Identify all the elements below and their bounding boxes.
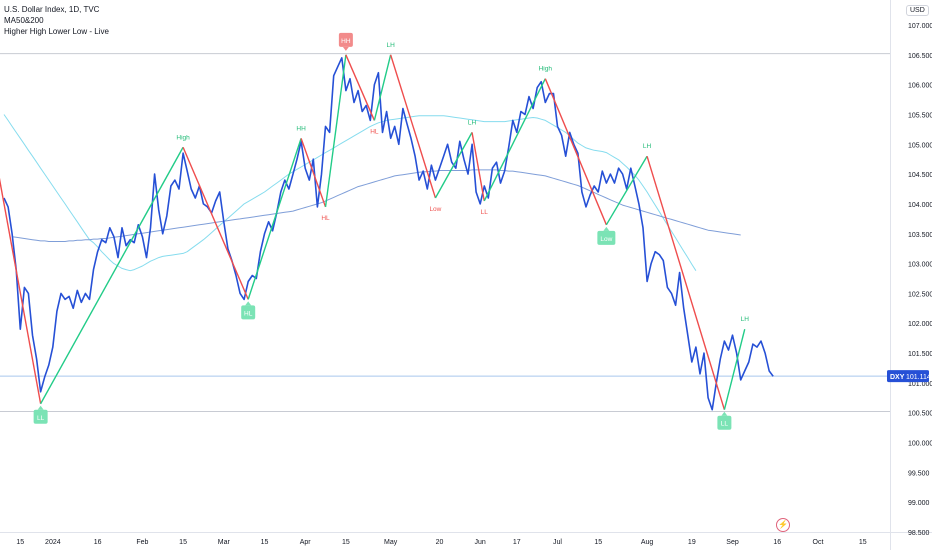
x-tick-label: 16 bbox=[773, 539, 781, 546]
x-tick-label: 19 bbox=[688, 539, 696, 546]
x-tick-label: 16 bbox=[94, 539, 102, 546]
indicator-hhll[interactable]: Higher High Lower Low - Live bbox=[4, 27, 109, 36]
x-tick-label: Feb bbox=[136, 539, 148, 546]
zigzag-segment bbox=[247, 138, 302, 300]
zigzag-segment bbox=[389, 54, 437, 199]
symbol-title: U.S. Dollar Index, 1D, TVC bbox=[4, 5, 100, 14]
x-tick-label: 15 bbox=[16, 539, 24, 546]
swing-label-box bbox=[241, 305, 256, 320]
swing-label-pointer bbox=[245, 301, 252, 306]
y-tick-label: 103.000 bbox=[908, 262, 932, 269]
zigzag-segment bbox=[324, 54, 347, 208]
zigzag-segment bbox=[345, 54, 376, 121]
zigzag-segment bbox=[646, 156, 726, 410]
swing-label: High bbox=[176, 134, 190, 141]
y-tick-label: 106.000 bbox=[908, 83, 932, 90]
y-tick-label: 105.500 bbox=[908, 112, 932, 119]
swing-label: LL bbox=[481, 209, 489, 216]
x-tick-label: Oct bbox=[813, 539, 824, 546]
y-tick-label: 99.500 bbox=[908, 470, 930, 477]
y-tick-label: 102.500 bbox=[908, 291, 932, 298]
swing-label: LH bbox=[468, 119, 477, 126]
x-tick-label: 15 bbox=[859, 539, 867, 546]
price-line bbox=[3, 56, 774, 411]
y-tick-label: 105.000 bbox=[908, 142, 932, 149]
swing-label-pointer bbox=[721, 411, 728, 416]
swing-label: HL bbox=[321, 215, 330, 222]
y-tick-label: 101.500 bbox=[908, 351, 932, 358]
zigzag-segment bbox=[373, 54, 392, 121]
zigzag-segment bbox=[544, 78, 608, 226]
zigzag-segment bbox=[0, 177, 42, 404]
chart-legend: U.S. Dollar Index, 1D, TVC MA50&200 High… bbox=[4, 4, 109, 37]
swing-label: HL bbox=[244, 310, 253, 317]
x-tick-label: 15 bbox=[342, 539, 350, 546]
swing-label: LL bbox=[721, 421, 729, 428]
x-tick-label: 2024 bbox=[45, 539, 61, 546]
current-price-value: 101.114 bbox=[906, 374, 931, 381]
swing-label: HH bbox=[296, 125, 306, 132]
zigzag-segment bbox=[182, 147, 249, 300]
x-tick-label: Mar bbox=[218, 539, 231, 546]
swing-label-box bbox=[338, 32, 353, 47]
swing-label-box bbox=[597, 230, 616, 245]
zigzag-segment bbox=[605, 155, 648, 226]
x-tick-label: Sep bbox=[726, 539, 739, 546]
x-tick-label: Jun bbox=[475, 539, 486, 546]
x-tick-label: May bbox=[384, 539, 398, 546]
swing-label-pointer bbox=[37, 405, 44, 410]
y-tick-label: 106.500 bbox=[908, 53, 932, 60]
current-price-badge bbox=[887, 370, 929, 383]
swing-label: HH bbox=[341, 38, 351, 45]
y-tick-label: 100.000 bbox=[908, 441, 932, 448]
x-tick-label: 15 bbox=[261, 539, 269, 546]
currency-label[interactable]: USD bbox=[906, 5, 929, 16]
x-tick-label: Jul bbox=[553, 539, 562, 546]
swing-label: Low bbox=[600, 236, 612, 243]
ma50-line bbox=[3, 114, 697, 272]
plot-area bbox=[0, 53, 890, 413]
x-tick-label: 15 bbox=[179, 539, 187, 546]
zigzag-segment bbox=[471, 132, 485, 202]
swing-label: Low bbox=[429, 206, 441, 213]
y-tick-label: 102.000 bbox=[908, 321, 932, 328]
y-tick-label: 100.500 bbox=[908, 411, 932, 418]
y-tick-label: 104.500 bbox=[908, 172, 932, 179]
zigzag-segment bbox=[483, 78, 546, 202]
lightning-icon[interactable]: ⚡ bbox=[776, 518, 790, 532]
swing-label: LH bbox=[386, 42, 395, 49]
x-tick-label: 17 bbox=[513, 539, 521, 546]
y-tick-label: 99.000 bbox=[908, 500, 930, 507]
swing-label: High bbox=[539, 66, 553, 73]
swing-label: HL bbox=[370, 128, 379, 135]
zigzag-segment bbox=[723, 329, 746, 410]
y-tick-label: 98.500 bbox=[908, 530, 930, 537]
zigzag-segment bbox=[434, 132, 473, 199]
y-tick-label: 101.000 bbox=[908, 381, 932, 388]
swing-label-box bbox=[717, 415, 732, 430]
swing-label: LH bbox=[741, 316, 750, 323]
x-tick-label: Apr bbox=[300, 539, 312, 546]
zigzag-segment bbox=[300, 138, 327, 208]
y-tick-label: 104.000 bbox=[908, 202, 932, 209]
zigzag-segment bbox=[40, 146, 184, 405]
x-tick-label: 20 bbox=[436, 539, 444, 546]
current-price-symbol: DXY bbox=[890, 374, 905, 381]
y-tick-label: 103.500 bbox=[908, 232, 932, 239]
x-tick-label: Aug bbox=[641, 539, 654, 546]
swing-label: LL bbox=[37, 415, 45, 422]
indicator-ma[interactable]: MA50&200 bbox=[4, 16, 44, 25]
swing-label-pointer bbox=[342, 46, 349, 51]
x-tick-label: 15 bbox=[594, 539, 602, 546]
swing-label-box bbox=[33, 409, 48, 424]
swing-label: LH bbox=[643, 143, 652, 150]
y-tick-label: 107.000 bbox=[908, 23, 932, 30]
swing-label-pointer bbox=[603, 226, 610, 231]
